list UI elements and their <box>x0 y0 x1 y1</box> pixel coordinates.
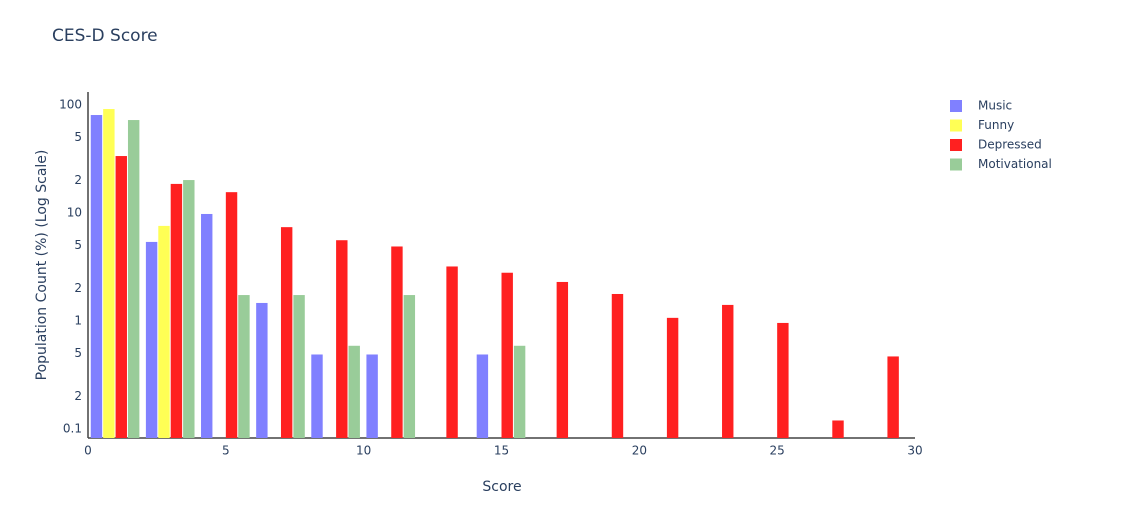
bar <box>476 354 489 438</box>
bar <box>183 180 195 438</box>
x-axis-title: Score <box>482 479 521 495</box>
bar <box>887 356 899 438</box>
chart-title: CES-D Score <box>52 26 158 46</box>
y-tick-label: 5 <box>74 130 82 144</box>
bar <box>311 354 323 438</box>
bar <box>280 227 293 438</box>
bar <box>103 109 115 439</box>
y-tick-label: 5 <box>74 346 82 360</box>
bar <box>501 272 513 438</box>
y-tick-label: 5 <box>74 238 82 252</box>
legend-swatch <box>950 119 962 132</box>
bar <box>293 295 305 438</box>
legend-swatch <box>950 139 962 151</box>
legend-label: Funny <box>978 118 1014 132</box>
bar <box>513 345 526 438</box>
y-tick-label: 100 <box>59 98 82 112</box>
bar <box>666 317 679 438</box>
x-tick-label: 20 <box>632 444 647 458</box>
bar <box>145 241 158 438</box>
bar <box>127 120 140 438</box>
legend-swatch <box>950 158 962 171</box>
bar <box>722 304 734 438</box>
bar <box>556 281 569 438</box>
y-tick-label: 2 <box>74 173 82 187</box>
bar <box>366 354 378 438</box>
bar <box>777 322 789 438</box>
bar <box>403 295 416 438</box>
bar <box>446 266 458 438</box>
bar <box>201 213 213 438</box>
legend-label: Motivational <box>978 157 1052 171</box>
x-tick-label: 30 <box>907 444 922 458</box>
y-tick-label: 10 <box>67 206 82 220</box>
bar <box>348 345 360 438</box>
legend-swatch <box>950 100 962 112</box>
x-tick-label: 15 <box>494 444 509 458</box>
bar <box>336 240 348 438</box>
y-tick-label: 1 <box>74 314 82 328</box>
bar <box>832 420 844 438</box>
x-tick-label: 25 <box>770 444 785 458</box>
legend-label: Depressed <box>978 138 1042 152</box>
bar <box>225 192 238 438</box>
bar <box>611 293 624 438</box>
y-axis-title: Population Count (%) (Log Scale) <box>34 150 50 381</box>
bar <box>391 246 403 438</box>
x-tick-label: 10 <box>356 444 371 458</box>
y-tick-label: 2 <box>74 281 82 295</box>
bar <box>170 183 183 438</box>
bar <box>115 156 127 438</box>
legend-label: Music <box>978 99 1012 113</box>
y-tick-label: 0.1 <box>63 422 82 436</box>
bar <box>90 115 103 439</box>
x-tick-label: 5 <box>222 444 230 458</box>
y-tick-label: 2 <box>74 389 82 403</box>
bar <box>256 302 268 438</box>
bar <box>158 225 170 438</box>
bar <box>238 295 250 438</box>
x-tick-label: 0 <box>84 444 92 458</box>
